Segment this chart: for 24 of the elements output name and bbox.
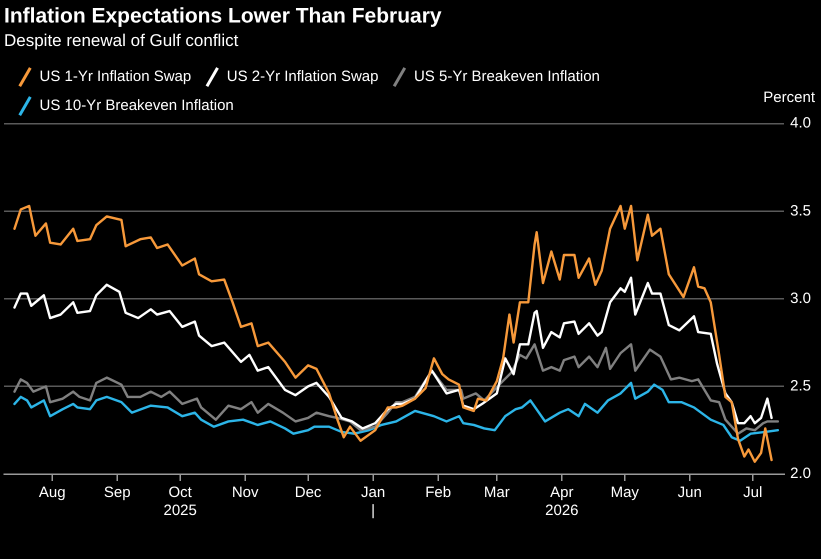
x-tick-label: Sep (104, 484, 131, 502)
legend-label: US 10-Yr Breakeven Inflation (40, 97, 234, 114)
chart-title: Inflation Expectations Lower Than February (4, 4, 442, 28)
legend-label: US 5-Yr Breakeven Inflation (414, 68, 600, 86)
chart-subtitle: Despite renewal of Gulf conflict (4, 31, 239, 50)
x-tick-label: Mar (484, 484, 510, 502)
legend-label: US 1-Yr Inflation Swap (40, 68, 192, 86)
legend-label: US 2-Yr Inflation Swap (226, 68, 378, 86)
x-tick-label: Oct 2025 (163, 484, 197, 520)
x-tick-label: Jul (743, 484, 762, 502)
y-tick-label: 4.0 (790, 114, 812, 132)
x-tick-label: Jan | (361, 484, 386, 520)
x-tick-label: Dec (294, 484, 322, 502)
x-tick-label: Nov (232, 484, 260, 502)
x-tick-label: Jun (678, 484, 702, 502)
y-tick-label: 3.5 (790, 202, 812, 220)
y-tick-label: 2.0 (790, 465, 812, 482)
x-tick-label: Aug (38, 484, 66, 502)
y-axis-title: Percent (763, 89, 816, 106)
x-tick-label: Apr 2026 (545, 484, 579, 520)
x-tick-label: May (610, 484, 640, 502)
x-tick-label: Feb (425, 484, 452, 502)
y-tick-label: 3.0 (790, 290, 812, 307)
y-tick-label: 2.5 (790, 378, 812, 395)
